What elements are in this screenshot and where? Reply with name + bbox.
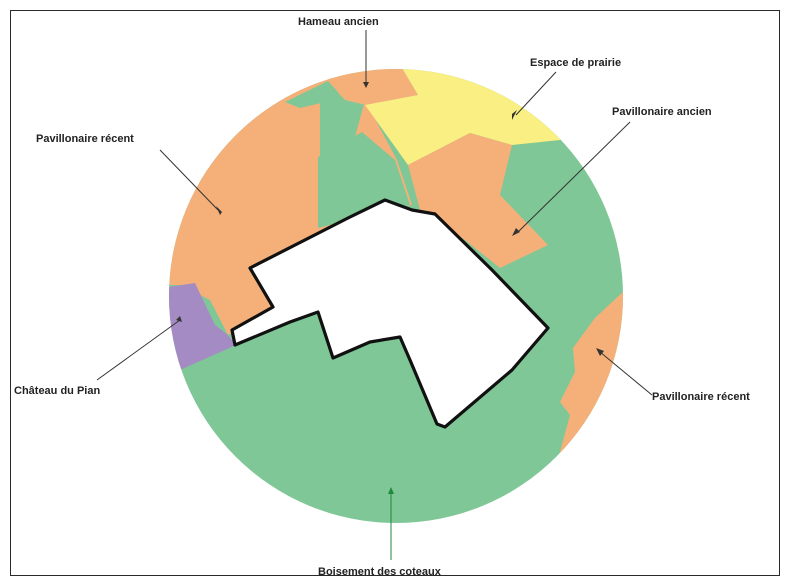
leader-chateau-arrow bbox=[176, 316, 182, 322]
leader-pav-recent-left bbox=[159, 149, 219, 211]
leader-pav-ancien-arrow bbox=[512, 228, 520, 236]
label-pavillonaire-recent-right: Pavillonaire récent bbox=[652, 391, 750, 403]
label-pavillonaire-ancien: Pavillonaire ancien bbox=[612, 106, 712, 118]
zone-hameau-ancien bbox=[320, 69, 418, 105]
leader-chateau bbox=[96, 319, 181, 381]
leader-pav-recent-left-arrow bbox=[216, 206, 222, 215]
leader-hameau-ancien-arrow bbox=[363, 82, 369, 88]
site-outline bbox=[230, 198, 550, 429]
leader-pav-recent-right bbox=[599, 351, 653, 396]
label-pavillonaire-recent-left: Pavillonaire récent bbox=[36, 133, 134, 145]
leader-boisement-arrow bbox=[388, 487, 394, 494]
leader-pav-recent-right-arrow bbox=[596, 348, 604, 356]
label-chateau-du-pian: Château du Pian bbox=[14, 385, 101, 397]
label-espace-de-prairie: Espace de prairie bbox=[530, 57, 622, 69]
zone-boisement-patch-topleft bbox=[285, 80, 342, 108]
leader-espace-prairie bbox=[515, 71, 557, 116]
leader-pav-ancien bbox=[517, 121, 631, 233]
leader-espace-prairie-arrow bbox=[512, 110, 517, 120]
label-boisement-des-coteaux: Boisement des coteaux bbox=[318, 566, 441, 578]
label-hameau-ancien: Hameau ancien bbox=[298, 16, 379, 28]
